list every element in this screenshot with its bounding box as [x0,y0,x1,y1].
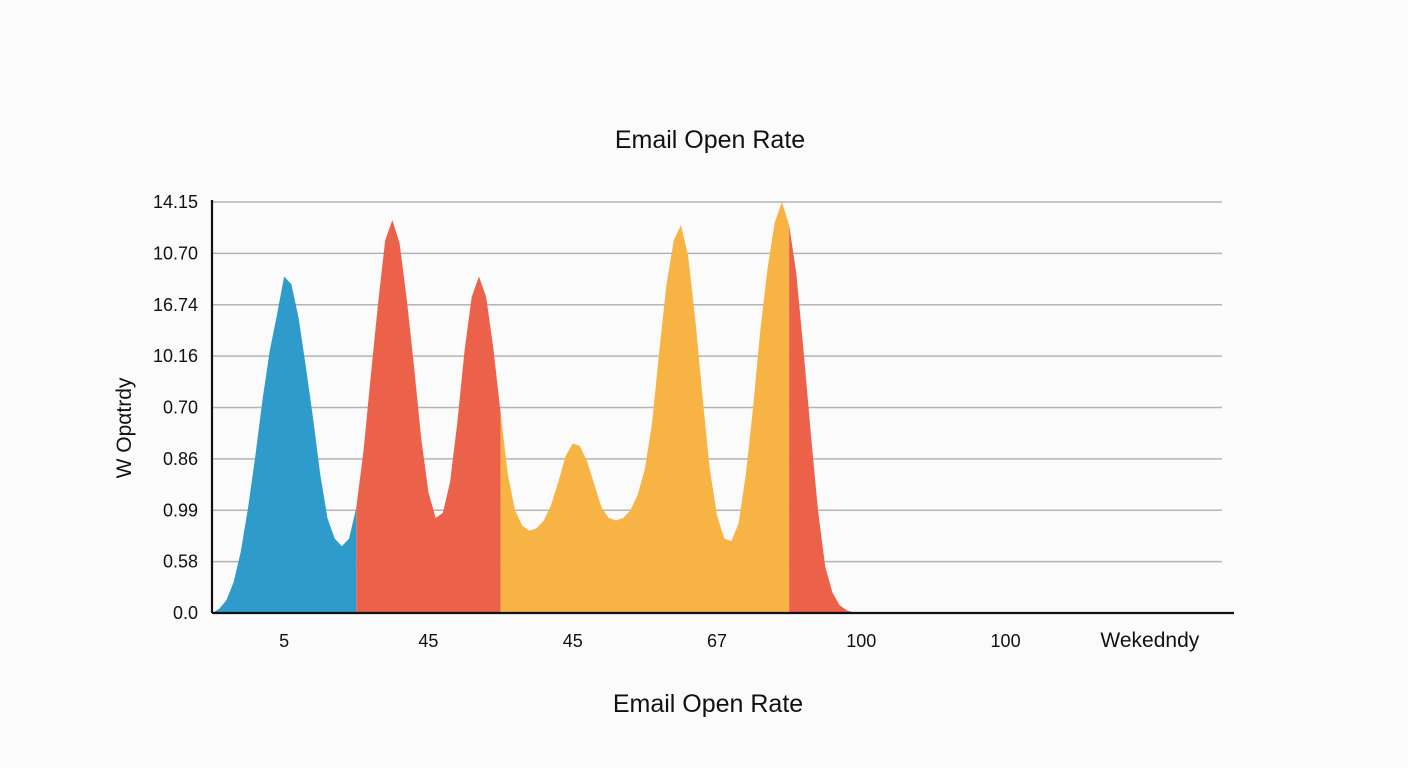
y-tick-label: 0.70 [163,398,198,418]
y-tick-label: 10.16 [153,346,198,366]
y-axis-label: W Opαtrdy [113,377,136,478]
y-tick-label: 0.86 [163,449,198,469]
y-tick-label: 0.99 [163,500,198,520]
plot-area [212,202,934,613]
chart-title: Email Open Rate [615,126,805,154]
y-tick-label: 10.70 [153,243,198,263]
area-segment-red [356,219,501,613]
x-tick-label: 100 [991,631,1021,651]
y-tick-label: 14.15 [153,192,198,212]
x-tick-label: 45 [418,631,438,651]
area-segment-red [789,225,934,613]
x-tick-label: 67 [707,631,727,651]
y-tick-label: 0.58 [163,552,198,572]
y-axis-ticks: 0.0 0.58 0.99 0.86 0.70 10.16 16.74 10.70 14.15 [153,192,198,623]
y-tick-label: 16.74 [153,295,198,315]
area-segment-blue [212,276,357,613]
x-axis-ticks: 5 45 45 67 100 100 Wekedndy [279,629,1200,652]
x-tick-label: Wekedndy [1100,629,1199,652]
x-axis-label: Email Open Rate [613,690,803,718]
x-tick-label: 100 [846,631,876,651]
area-segment-orange [500,202,790,613]
y-tick-label: 0.0 [173,603,198,623]
x-tick-label: 45 [563,631,583,651]
x-tick-label: 5 [279,631,289,651]
